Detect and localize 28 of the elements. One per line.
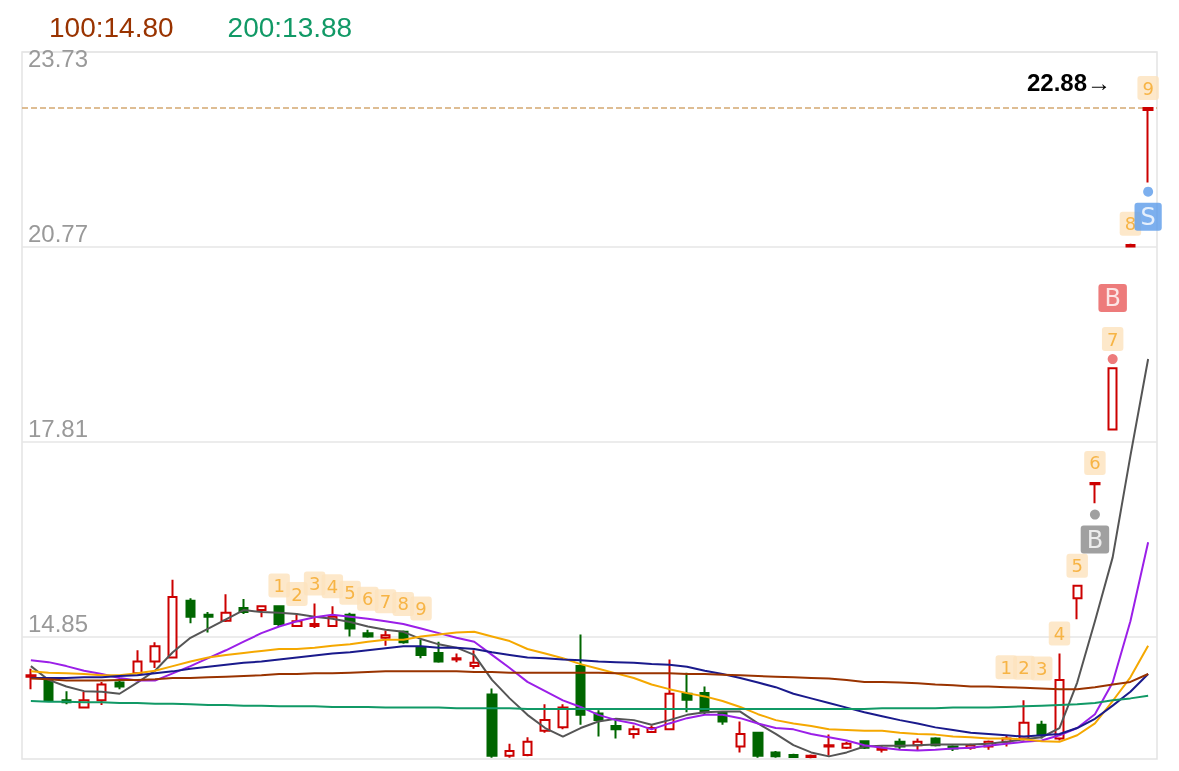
data-label: S [1140, 202, 1156, 231]
text: 200:13.88 [227, 11, 353, 43]
y-tick-label: 23.73 [28, 44, 89, 72]
text: 5 [1071, 555, 1083, 577]
text: 9 [1142, 77, 1154, 99]
text: 8 [1124, 213, 1137, 235]
text: 6 [1089, 452, 1101, 474]
text: 2 [1018, 657, 1030, 679]
text: 100:14.80 [49, 11, 174, 43]
text: 7 [1106, 328, 1119, 350]
y-tick-label: 20.77 [28, 219, 89, 247]
text: 6 [362, 588, 374, 610]
text: 3 [308, 573, 321, 594]
text: 5 [344, 582, 356, 604]
text: 3 [1036, 658, 1048, 679]
data-label: B [1086, 525, 1104, 554]
y-tick-label: 14.85 [28, 609, 89, 637]
text: 8 [397, 593, 410, 615]
text: 1 [273, 574, 285, 596]
text: 2 [291, 583, 303, 605]
ref-line-label: 22.88→ [1026, 68, 1111, 96]
y-tick-label: 17.81 [28, 414, 89, 442]
text: 9 [415, 598, 427, 620]
text: 7 [379, 590, 392, 612]
data-label: B [1104, 284, 1121, 313]
text: 1 [1000, 656, 1012, 678]
text: 4 [326, 575, 339, 597]
text: 4 [1053, 623, 1066, 645]
